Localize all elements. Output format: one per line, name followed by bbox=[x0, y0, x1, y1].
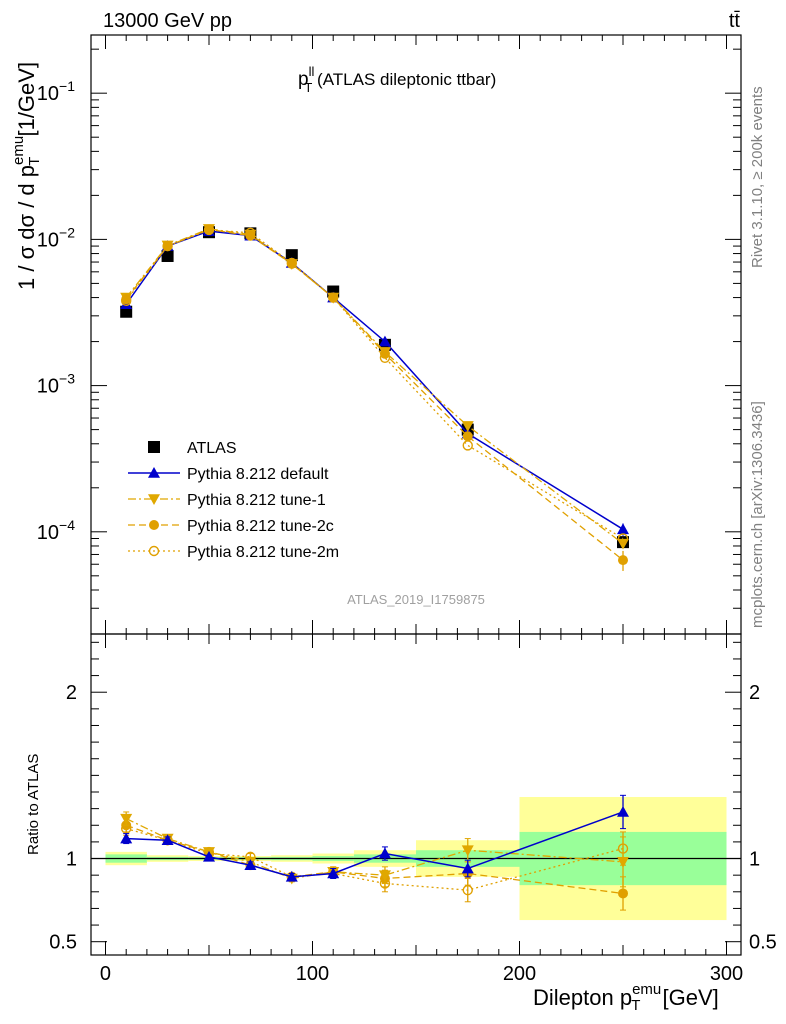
header-left: 13000 GeV pp bbox=[103, 10, 232, 32]
ratio-point-2 bbox=[617, 857, 630, 868]
series-point-3 bbox=[203, 224, 214, 235]
ratio-point-1 bbox=[202, 850, 215, 862]
legend-marker-atlas bbox=[148, 441, 160, 453]
ratio-point-1 bbox=[461, 862, 474, 874]
series-line-3 bbox=[125, 228, 624, 561]
ratio-point-3 bbox=[618, 888, 629, 899]
series-point-4 bbox=[286, 257, 297, 269]
series-point-4 bbox=[245, 227, 256, 238]
rivet-label: Rivet 3.1.10, ≥ 200k events bbox=[749, 86, 766, 268]
legend-marker bbox=[148, 467, 160, 478]
ratio-point-2 bbox=[461, 845, 474, 857]
atlas-data-point bbox=[285, 249, 298, 262]
ratio-line-3 bbox=[125, 824, 624, 895]
series-line-1 bbox=[125, 230, 624, 530]
y-axis-label: 1 / σ dσ / d pemuT [1/GeV] bbox=[10, 62, 43, 290]
ratio-point-1 bbox=[161, 834, 174, 846]
legend-label-atlas: ATLAS bbox=[187, 440, 237, 457]
y-tick-label: 10−2 bbox=[37, 224, 75, 251]
series-point-4 bbox=[120, 295, 132, 307]
legend-label: Pythia 8.212 default bbox=[187, 466, 329, 483]
ratio-y-tick-label-right: 1 bbox=[749, 849, 760, 871]
ratio-y-tick-label-left: 2 bbox=[66, 682, 77, 704]
analysis-watermark: ATLAS_2019_I1759875 bbox=[347, 592, 485, 607]
series-point-4 bbox=[379, 352, 391, 363]
legend-marker bbox=[148, 494, 160, 505]
series-point-4 bbox=[617, 533, 629, 544]
ratio-point-2 bbox=[378, 870, 391, 882]
header-right: tt̄ bbox=[729, 10, 741, 32]
ratio-y-tick-label-left: 0.5 bbox=[49, 932, 77, 954]
y-tick-label: 10−3 bbox=[37, 371, 75, 398]
legend-label: Pythia 8.212 tune-2m bbox=[187, 544, 339, 561]
x-tick-label: 200 bbox=[503, 963, 536, 985]
plot-title: pll T (ATLAS dileptonic ttbar) bbox=[298, 64, 496, 95]
series-point-1 bbox=[617, 523, 630, 535]
series-point-1 bbox=[378, 335, 391, 347]
ratio-y-axis-label: Ratio to ATLAS bbox=[25, 754, 42, 855]
legend-entry-3: Pythia 8.212 tune-2c bbox=[128, 518, 334, 535]
x-axis-label: Dilepton pemu T [GeV] bbox=[533, 981, 719, 1014]
ratio-point-1 bbox=[378, 847, 391, 859]
ratio-y-tick-label-right: 0.5 bbox=[749, 932, 777, 954]
series-point-4 bbox=[462, 440, 473, 451]
ratio-panel: 0 100 200 300 0.5 0.5 1 1 2 2 Ratio to ATLAS Dilept… bbox=[25, 35, 777, 1014]
series-point-3 bbox=[462, 431, 473, 442]
atlas-data-point bbox=[161, 249, 174, 262]
ratio-point-1 bbox=[120, 832, 133, 844]
x-tick-label: 0 bbox=[100, 963, 111, 985]
legend-entry-2: Pythia 8.212 tune-1 bbox=[128, 492, 326, 509]
x-tick-label: 100 bbox=[296, 963, 329, 985]
legend-entry-1: Pythia 8.212 default bbox=[128, 466, 329, 483]
legend-entry-4: Pythia 8.212 tune-2m bbox=[128, 544, 339, 561]
legend-marker bbox=[148, 545, 160, 557]
series-line-4 bbox=[125, 229, 624, 540]
series-point-2 bbox=[461, 421, 474, 432]
mcplots-label: mcplots.cern.ch [arXiv:1306.3436] bbox=[749, 401, 766, 628]
ratio-y-tick-label-right: 2 bbox=[749, 682, 760, 704]
ratio-y-tick-label-left: 1 bbox=[66, 849, 77, 871]
ratio-point-1 bbox=[327, 867, 340, 879]
ratio-point-1 bbox=[617, 805, 630, 817]
ratio-point-2 bbox=[120, 813, 133, 825]
legend-entry-atlas: ATLAS bbox=[148, 440, 237, 457]
legend-label: Pythia 8.212 tune-1 bbox=[187, 492, 326, 509]
series-point-4 bbox=[327, 292, 339, 303]
ratio-point-1 bbox=[244, 859, 257, 870]
x-tick-label: 300 bbox=[710, 963, 743, 985]
y-tick-label: 10−4 bbox=[37, 517, 75, 544]
main-panel: 10−1 10−2 10−3 10−4 1 / σ dσ / d pemuT [1/Ge… bbox=[10, 34, 742, 635]
legend-label: Pythia 8.212 tune-2c bbox=[187, 518, 334, 535]
y-tick-label: 10−1 bbox=[37, 78, 75, 105]
series-point-3 bbox=[618, 555, 629, 566]
ratio-point-1 bbox=[285, 870, 298, 882]
series-point-4 bbox=[203, 224, 215, 236]
legend: ATLAS Pythia 8.212 default Pythia 8.212 tu… bbox=[128, 440, 339, 561]
series-point-4 bbox=[162, 240, 173, 252]
series-point-3 bbox=[245, 230, 256, 241]
legend-marker bbox=[149, 520, 159, 530]
